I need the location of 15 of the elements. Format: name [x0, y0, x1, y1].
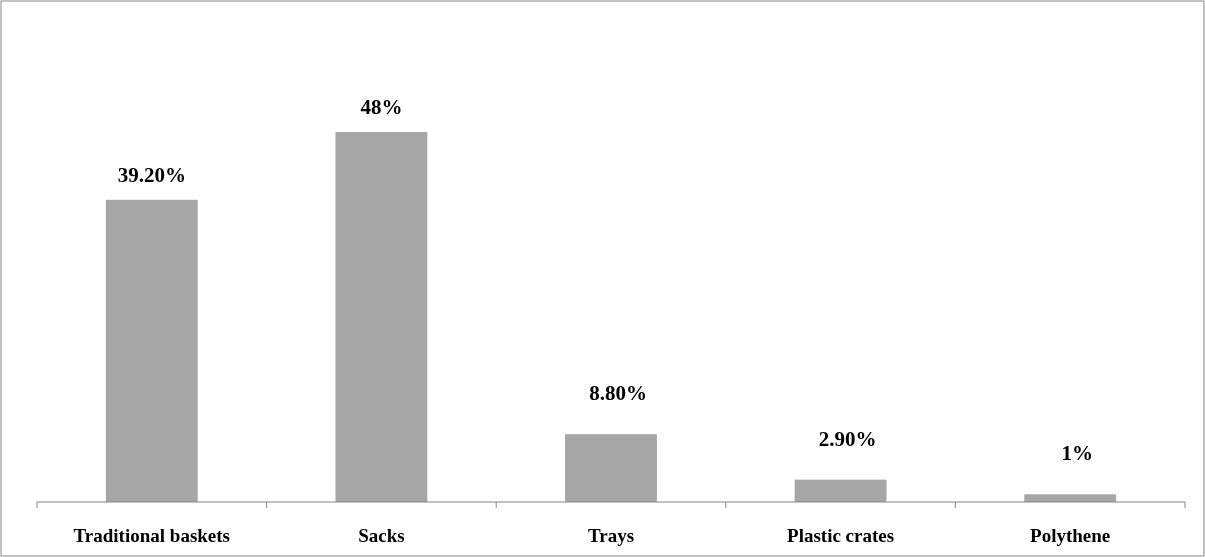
x-tick-label: Sacks — [358, 525, 405, 546]
x-tick-label: Polythene — [1030, 525, 1111, 546]
bar — [105, 199, 198, 502]
x-tick-label: Plastic crates — [787, 525, 895, 546]
data-label: 2.90% — [818, 426, 877, 451]
bar — [565, 434, 657, 502]
bar — [794, 479, 887, 502]
data-label: 1% — [1061, 441, 1093, 466]
data-label: 8.80% — [589, 381, 647, 406]
data-label: 48% — [360, 95, 403, 119]
x-tick-label: Trays — [587, 525, 635, 546]
bar — [1024, 494, 1117, 502]
x-tick-label: Traditional baskets — [73, 525, 231, 546]
data-label: 39.20% — [117, 162, 186, 187]
bar — [335, 132, 428, 502]
